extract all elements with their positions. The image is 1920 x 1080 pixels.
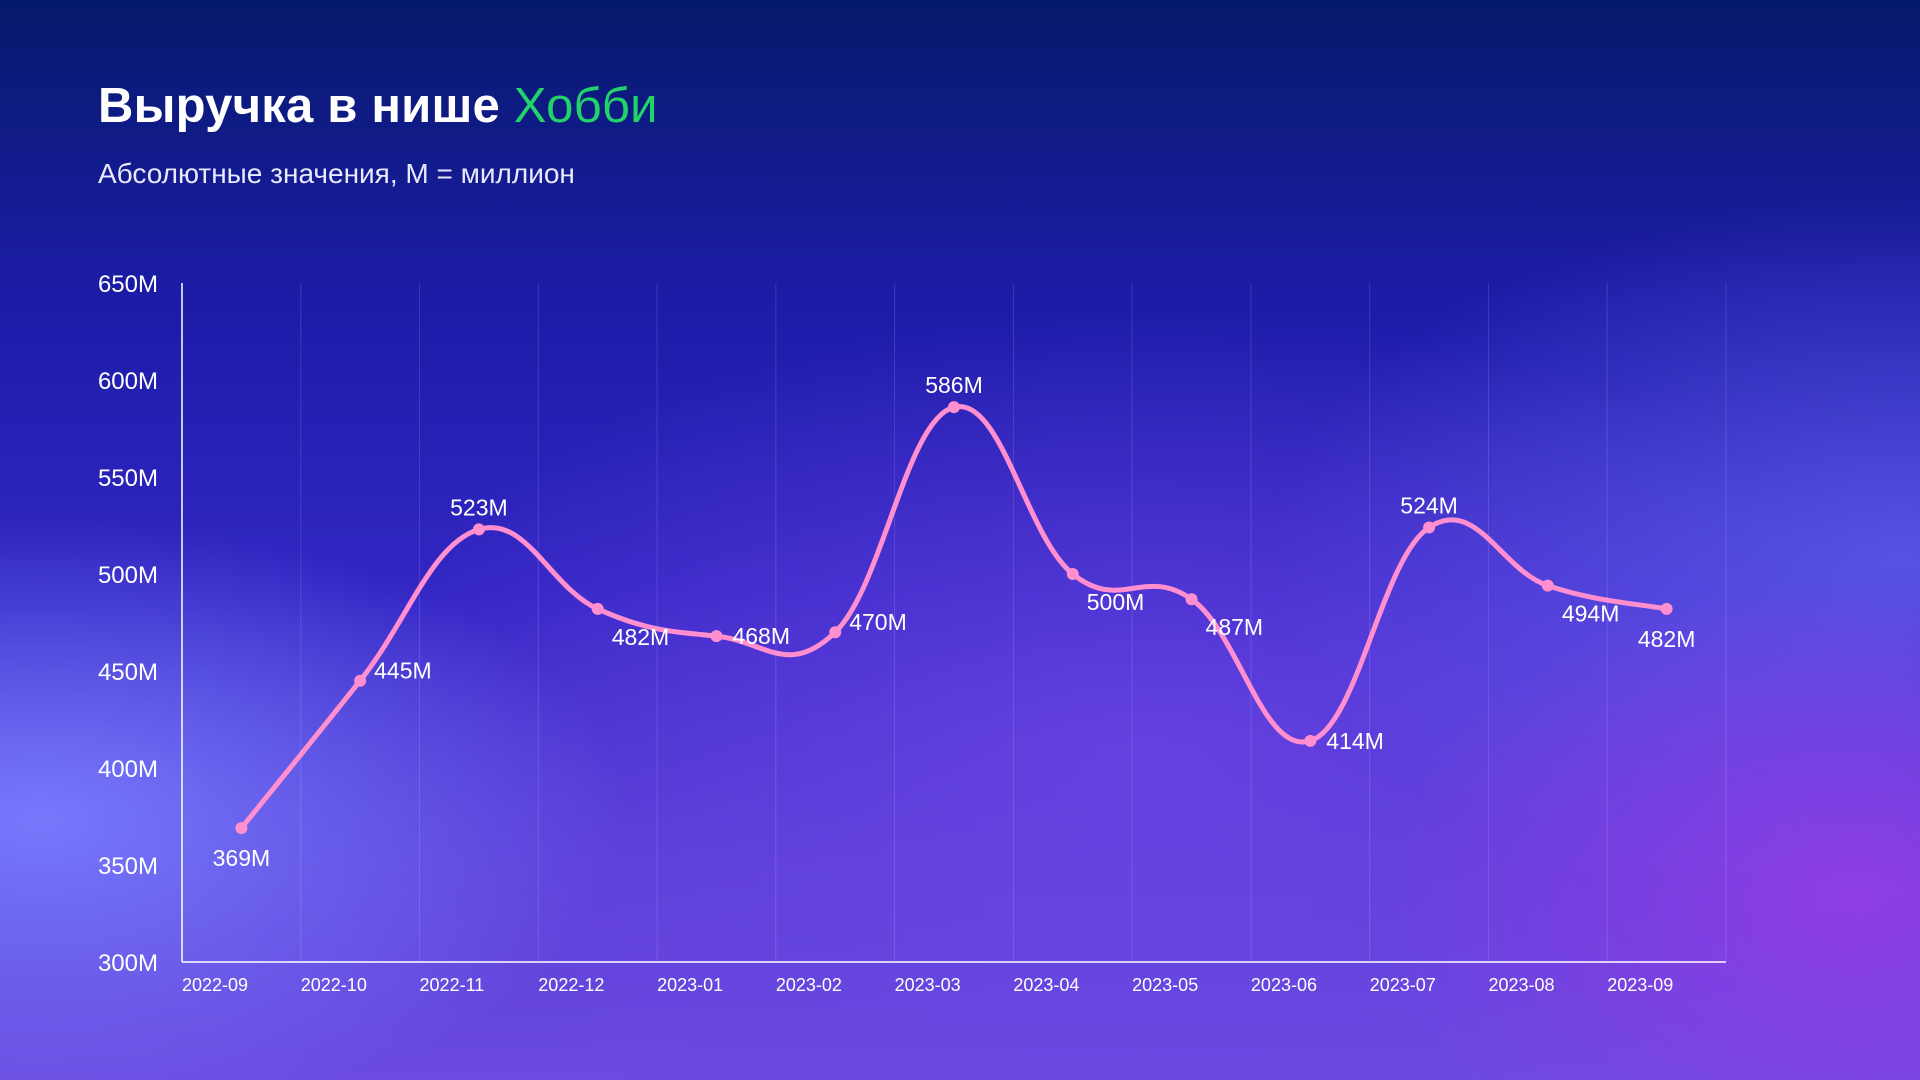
x-tick-label: 2023-07 (1370, 975, 1436, 995)
y-tick-label: 550M (98, 465, 158, 492)
data-point (591, 602, 604, 615)
data-label: 523M (450, 494, 508, 520)
data-point (1185, 593, 1198, 606)
data-label: 524M (1400, 492, 1458, 518)
x-tick-label: 2023-08 (1488, 975, 1554, 995)
x-tick-label: 2023-05 (1132, 975, 1198, 995)
data-label: 414M (1326, 728, 1384, 754)
data-label: 487M (1206, 614, 1264, 640)
y-axis-labels: 300M 350M 400M 450M 500M 550M 600M 650M (98, 271, 158, 977)
y-tick-label: 300M (98, 950, 158, 977)
data-labels: 369M 445M 523M 482M 468M 470M 586M 500M 487M 414M… (213, 372, 1696, 871)
x-tick-label: 2023-03 (895, 975, 961, 995)
revenue-series-line (238, 404, 1670, 831)
data-point (829, 626, 842, 639)
data-point (948, 401, 960, 414)
data-label: 500M (1087, 589, 1145, 615)
y-tick-label: 350M (98, 853, 158, 880)
y-tick-label: 600M (98, 368, 158, 395)
x-tick-label: 2022-09 (182, 975, 248, 995)
data-label: 470M (849, 609, 907, 635)
data-point (354, 674, 367, 687)
data-label: 369M (213, 845, 271, 871)
y-tick-label: 400M (98, 756, 158, 783)
x-tick-label: 2023-09 (1607, 975, 1673, 995)
data-point (1423, 521, 1436, 534)
data-point (1660, 602, 1673, 615)
x-tick-label: 2023-02 (776, 975, 842, 995)
chart-title-main: Выручка в нише (98, 79, 500, 133)
data-label: 586M (925, 372, 983, 398)
chart-axes (181, 283, 1726, 963)
data-label: 482M (1638, 626, 1696, 652)
data-point (710, 630, 723, 643)
x-tick-label: 2022-11 (420, 975, 485, 995)
y-tick-label: 500M (98, 562, 158, 589)
data-point (235, 822, 248, 835)
data-label: 445M (374, 658, 432, 684)
x-tick-label: 2022-12 (538, 975, 604, 995)
data-label: 482M (612, 624, 670, 650)
data-point (1066, 568, 1079, 580)
y-tick-label: 650M (98, 271, 158, 298)
chart-title: Выручка в нише Хобби (98, 78, 658, 134)
data-point (1541, 579, 1554, 592)
data-point (472, 523, 485, 536)
data-label: 468M (732, 623, 790, 649)
chart-title-accent: Хобби (513, 79, 658, 133)
x-tick-label: 2023-01 (657, 975, 723, 995)
data-point (1304, 734, 1317, 747)
chart-grid (300, 283, 1727, 962)
x-axis-labels: 2022-09 2022-10 2022-11 2022-12 2023-01 2023-… (182, 975, 1673, 995)
y-tick-label: 450M (98, 659, 158, 686)
data-label: 494M (1562, 601, 1620, 627)
x-tick-label: 2023-04 (1013, 975, 1079, 995)
series-group (238, 404, 1670, 831)
data-points (235, 401, 1673, 835)
x-tick-label: 2023-06 (1251, 975, 1317, 995)
x-tick-label: 2022-10 (301, 975, 367, 995)
chart-subtitle: Абсолютные значения, M = миллион (98, 158, 575, 189)
